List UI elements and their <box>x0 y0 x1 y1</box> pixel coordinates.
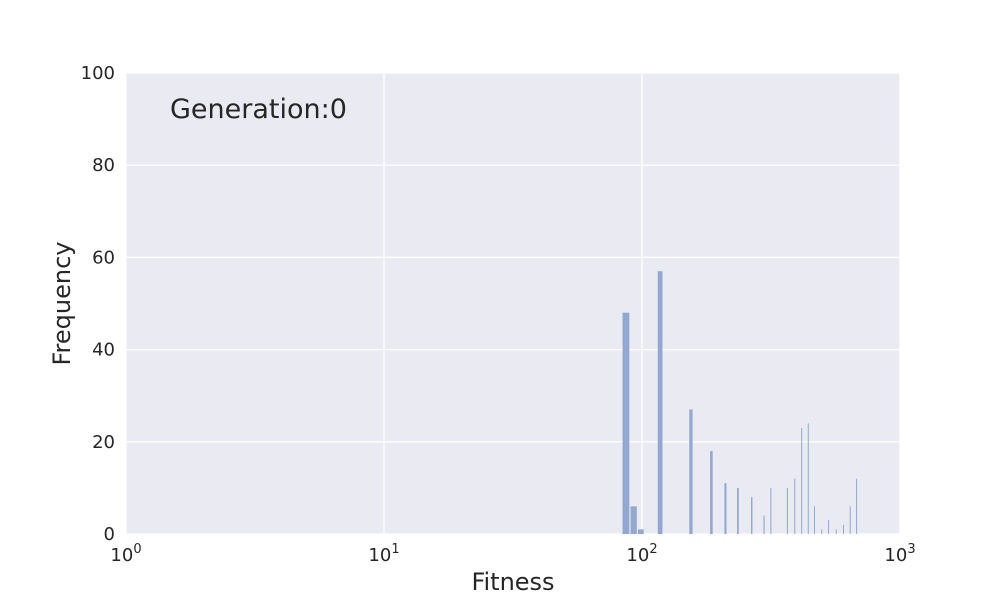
histogram-bar <box>710 451 713 534</box>
histogram-bar <box>763 515 765 534</box>
generation-annotation: Generation:0 <box>170 94 347 125</box>
x-tick-label: 103 <box>884 542 915 566</box>
histogram-bar <box>835 529 837 534</box>
histogram-bar <box>828 520 830 534</box>
histogram-bar <box>821 529 823 534</box>
y-tick-label: 80 <box>92 155 115 176</box>
y-tick-label: 100 <box>81 63 115 84</box>
y-tick-label: 60 <box>92 247 115 268</box>
grid-lines <box>125 72 901 535</box>
histogram-bars <box>622 271 858 534</box>
histogram-bar <box>849 506 851 534</box>
histogram-bar <box>794 478 796 534</box>
x-tick-label: 102 <box>626 542 657 566</box>
y-tick-label: 40 <box>92 340 115 361</box>
plot-area <box>126 73 900 534</box>
histogram-bar <box>786 487 788 534</box>
x-tick-label: 101 <box>368 542 399 566</box>
histogram-bar <box>856 478 858 534</box>
y-tick-label: 20 <box>92 432 115 453</box>
histogram-bar <box>770 487 772 534</box>
histogram-bar <box>801 427 803 534</box>
histogram-bar <box>622 312 630 534</box>
histogram-bar <box>751 497 753 534</box>
histogram-bar <box>813 506 815 534</box>
histogram-bar <box>737 487 739 534</box>
histogram-bar <box>724 483 727 534</box>
y-axis-title: Frequency <box>48 242 76 366</box>
histogram-bar <box>657 271 663 534</box>
y-axis-ticks: 0 20 40 60 80 100 <box>81 63 115 545</box>
histogram-bar <box>630 506 637 534</box>
x-tick-label: 100 <box>110 542 141 566</box>
x-axis-title: Fitness <box>471 568 554 596</box>
histogram-bar <box>807 423 809 534</box>
y-tick-label: 0 <box>104 524 115 545</box>
histogram-bar <box>842 524 844 534</box>
x-axis-ticks: 100 101 102 103 <box>110 542 915 566</box>
histogram-bar <box>637 529 644 534</box>
histogram-bar <box>689 409 693 534</box>
